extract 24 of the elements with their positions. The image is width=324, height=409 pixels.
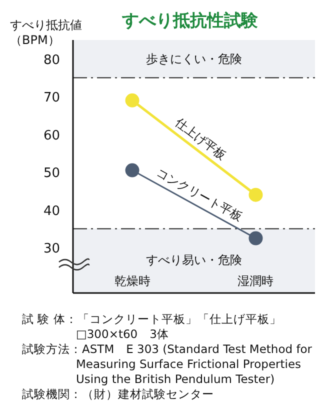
y-tick-label: 70 <box>43 90 60 106</box>
chart-title: すべり抵抗性試験 <box>121 11 259 31</box>
band-label: 歩きにくい・危険 <box>146 52 242 66</box>
point <box>125 93 140 108</box>
y-tick-label: 60 <box>43 128 60 144</box>
y-tick-label: 80 <box>43 52 60 68</box>
y-tick-label: 40 <box>43 204 60 219</box>
point <box>125 163 140 178</box>
y-axis-title: すべり抵抗値（BPM） <box>10 18 83 48</box>
point <box>248 188 263 202</box>
band-label: すべり易い・危険 <box>146 252 242 267</box>
y-tick-label: 50 <box>43 166 60 182</box>
text: コンクリート平板 <box>154 165 245 224</box>
x-tick-label: 乾燥時 <box>114 274 150 288</box>
y-tick-label: 30 <box>43 242 60 257</box>
text: 仕上げ平板 <box>172 114 229 163</box>
text: Using the British Pendulum Tester) <box>76 372 275 386</box>
text: □300×t60 3体 <box>76 327 169 341</box>
text: 試験機関：（財）建材試験センター <box>22 387 214 401</box>
x-tick-label: 湿潤時 <box>238 274 274 288</box>
text: 試験方法：ASTM E 303 (Standard Test Method for <box>22 342 312 356</box>
text: 試 験 体：「コンクリート平板」「仕上げ平板」 <box>22 312 282 326</box>
point <box>248 231 263 246</box>
text: Measuring Surface Frictional Properties <box>76 357 302 371</box>
